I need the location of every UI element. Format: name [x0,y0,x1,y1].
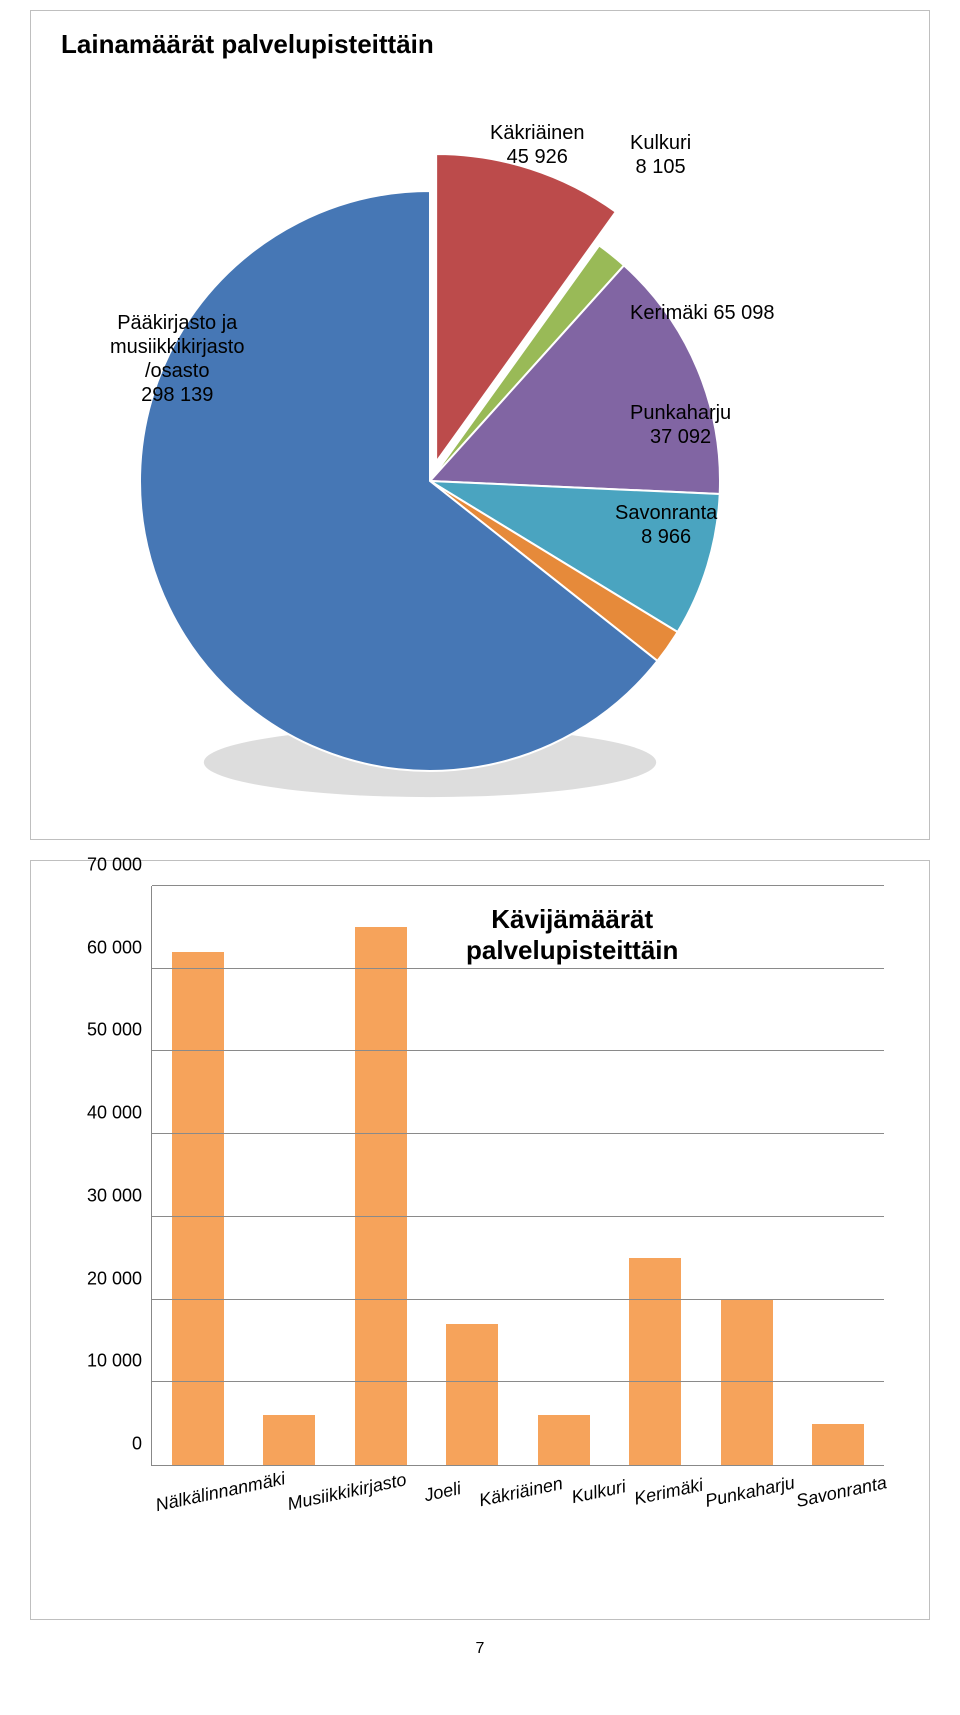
pie-chart-wrap [31,91,929,831]
bar-chart-panel: Kävijämäärätpalvelupisteittäin 010 00020… [30,860,930,1620]
ytick-label: 0 [132,1434,152,1455]
bar-nälkälinnanmäki [172,952,224,1465]
gridline [152,885,884,886]
ytick-label: 40 000 [87,1103,152,1124]
xlabel: Musiikkikirjasto [284,1463,421,1576]
bar-kerimäki [629,1258,681,1465]
ytick-label: 70 000 [87,855,152,876]
bar-musiikkikirjasto [263,1415,315,1465]
bar-plot: 010 00020 00030 00040 00050 00060 00070 … [151,886,884,1466]
bars-container [152,886,884,1465]
ytick-label: 20 000 [87,1268,152,1289]
pie-label-savonranta: Savonranta8 966 [615,501,717,549]
gridline [152,1381,884,1382]
pie-label-kulkuri: Kulkuri8 105 [630,131,691,179]
bar-kulkuri [538,1415,590,1465]
gridline [152,1050,884,1051]
pie-label-pääkirjasto: Pääkirjasto jamusiikkikirjasto/osasto298… [110,311,244,407]
bar-joeli [355,927,407,1465]
pie-label-käkriäinen: Käkriäinen45 926 [490,121,585,169]
xlabel: Savonranta [793,1466,902,1573]
xlabel: Nälkälinnanmäki [152,1462,300,1577]
ytick-label: 10 000 [87,1351,152,1372]
bar-käkriäinen [446,1324,498,1465]
bar-xlabels: NälkälinnanmäkiMusiikkikirjastoJoeliKäkr… [151,1476,884,1566]
gridline [152,1133,884,1134]
pie-label-punkaharju: Punkaharju37 092 [630,401,731,449]
gridline [152,1299,884,1300]
pie-label-kerimäki: Kerimäki 65 098 [630,301,775,325]
page-number: 7 [0,1640,960,1658]
ytick-label: 50 000 [87,1020,152,1041]
bar-chart-area: Kävijämäärätpalvelupisteittäin 010 00020… [66,886,894,1506]
ytick-label: 30 000 [87,1185,152,1206]
xlabel: Punkaharju [702,1467,810,1574]
ytick-label: 60 000 [87,937,152,958]
pie-chart-svg [70,91,890,831]
bar-savonranta [812,1424,864,1465]
pie-chart-title: Lainamäärät palvelupisteittäin [61,29,434,60]
gridline [152,1216,884,1217]
gridline [152,968,884,969]
pie-chart-panel: Lainamäärät palvelupisteittäin Käkriäine… [30,10,930,840]
